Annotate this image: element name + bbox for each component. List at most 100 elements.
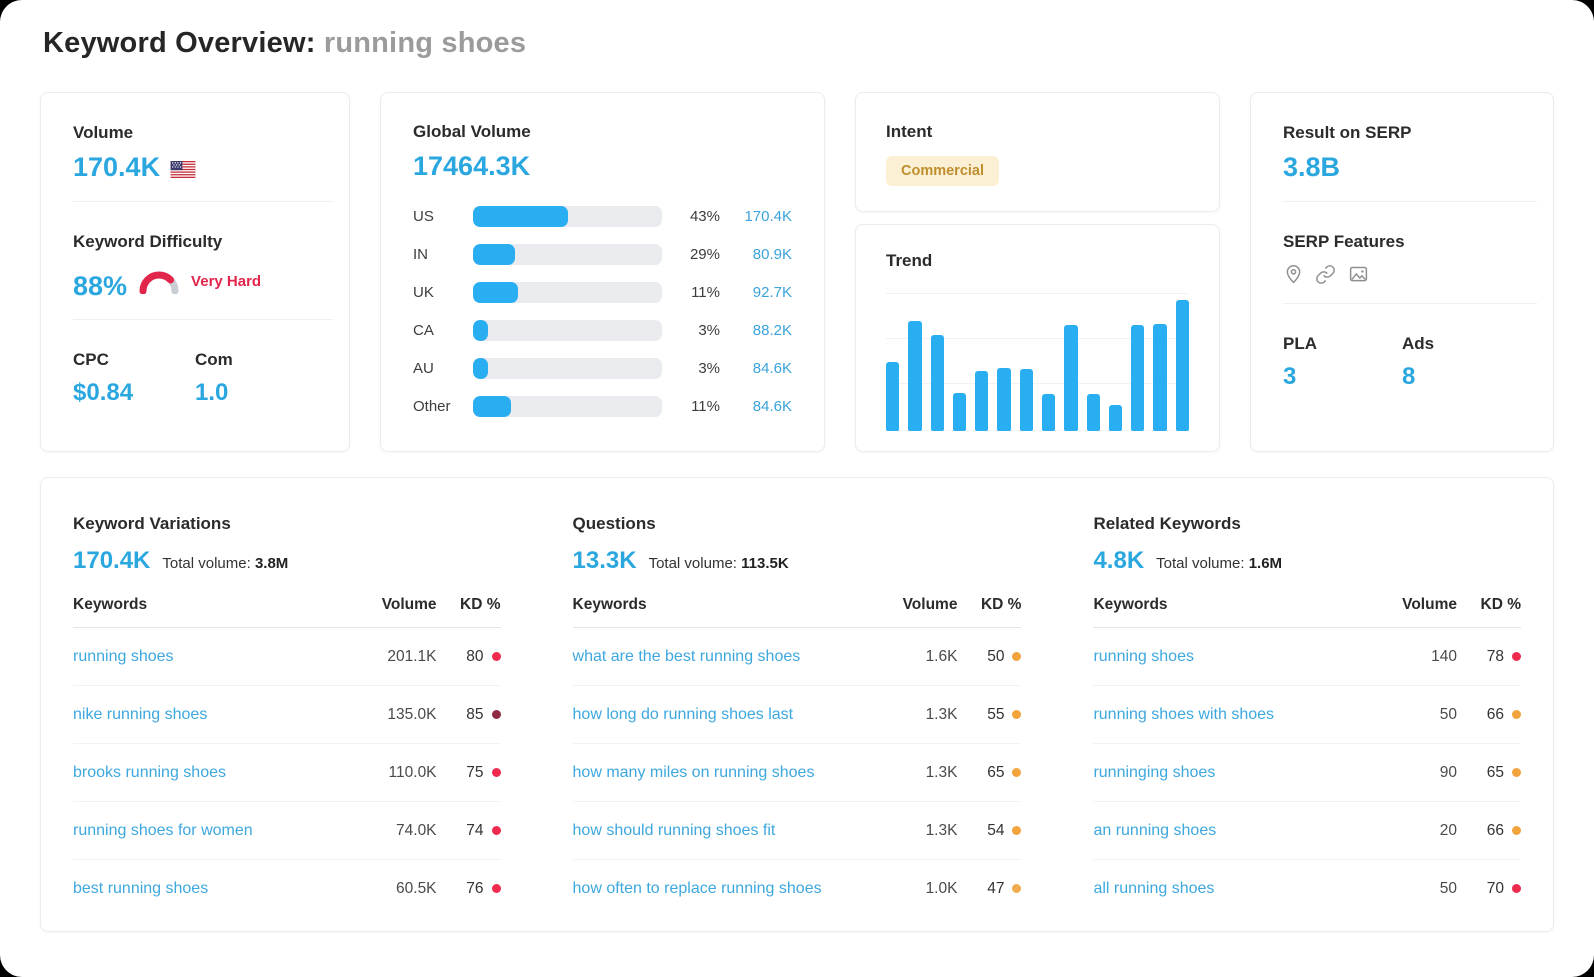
kd-dot (491, 768, 501, 778)
trend-card: Trend (855, 224, 1220, 452)
row-volume: 1.6K (925, 647, 958, 665)
keyword-link[interactable]: best running shoes (73, 879, 209, 897)
row-volume: 60.5K (396, 879, 437, 897)
trend-bar (908, 320, 922, 431)
trend-bar (1064, 324, 1078, 431)
kd-dot (491, 652, 501, 662)
link-icon (1316, 264, 1335, 284)
trend-bar (1131, 324, 1145, 431)
questions-count: 13.3K (572, 547, 637, 574)
row-volume: 201.1K (387, 647, 437, 665)
row-volume: 1.3K (925, 821, 958, 839)
volume-label: Volume (73, 123, 134, 142)
country-volume: 92.7K (752, 284, 792, 302)
pla-ads-section: PLA 3 Ads 8 (1251, 304, 1553, 390)
ads-block: Ads 8 (1402, 334, 1521, 390)
country-percent: 3% (698, 322, 720, 340)
kd-dot (491, 826, 501, 836)
keyword-difficulty-row: 88% Very Hard (73, 262, 317, 302)
row-volume: 1.0K (925, 879, 958, 897)
cpc-label: CPC (73, 350, 109, 370)
keyword-link[interactable]: brooks running shoes (73, 763, 226, 781)
questions-title: Questions (572, 514, 656, 533)
global-volume-list: US 43% 170.4K IN 29% 80.9K UK 11% 92.7K (413, 198, 792, 426)
global-volume-row: UK 11% 92.7K (413, 274, 792, 312)
kd-dot (1511, 652, 1521, 662)
keyword-link[interactable]: running shoes with shoes (1093, 705, 1275, 723)
global-volume-row: Other 11% 84.6K (413, 388, 792, 426)
keyword-link[interactable]: how long do running shoes last (572, 705, 794, 723)
keyword-link[interactable]: nike running shoes (73, 705, 208, 723)
keyword-link[interactable]: what are the best running shoes (572, 647, 801, 665)
volume-value: 170.4K (73, 152, 317, 183)
keyword-link[interactable]: how many miles on running shoes (572, 763, 815, 781)
country-label: US (413, 208, 434, 226)
global-volume-row: US 43% 170.4K (413, 198, 792, 236)
keyword-link[interactable]: an running shoes (1093, 821, 1217, 839)
related-keywords-title: Related Keywords (1093, 514, 1241, 533)
volume-bar-track (473, 396, 662, 418)
pla-label: PLA (1283, 333, 1317, 353)
row-volume: 1.3K (925, 763, 958, 781)
keyword-link[interactable]: running shoes (73, 647, 174, 665)
keyword-link[interactable]: running shoes (1093, 647, 1194, 665)
table-header: Keywords Volume KD % (73, 596, 501, 629)
questions-total: Total volume: 113.5K (648, 555, 789, 572)
intent-label: Intent (886, 122, 933, 141)
volume-bar-track (473, 358, 662, 380)
keyword-link[interactable]: all running shoes (1093, 879, 1215, 897)
col-kd: KD % (1480, 596, 1521, 614)
row-kd: 78 (1457, 648, 1521, 666)
volume-bar-fill (473, 244, 515, 266)
trend-bar (1041, 394, 1056, 431)
volume-bar-track (473, 244, 662, 266)
keyword-link[interactable]: how should running shoes fit (572, 821, 776, 839)
trend-bar (1153, 323, 1167, 431)
keyword-link[interactable]: how often to replace running shoes (572, 879, 822, 897)
row-kd: 65 (1457, 764, 1521, 782)
trend-bar (930, 335, 944, 431)
country-percent: 29% (689, 246, 720, 264)
serp-card: Result on SERP 3.8B SERP Features PLA 3 (1250, 92, 1554, 452)
keyword-variations-title: Keyword Variations (73, 514, 231, 533)
keyword-variations-section: Keyword Variations 170.4K Total volume: … (73, 514, 501, 931)
col-keywords: Keywords (1093, 596, 1168, 614)
intent-badge: Commercial (886, 156, 1000, 186)
kd-dot (1511, 884, 1521, 894)
trend-chart (886, 293, 1189, 431)
row-volume: 74.0K (396, 821, 437, 839)
com-value: 1.0 (195, 379, 229, 407)
volume-bar-track (473, 206, 662, 228)
trend-bar (1108, 404, 1123, 431)
keyword-difficulty-value: 88% (73, 270, 128, 301)
table-row: running shoes 201.1K 80 (73, 628, 501, 687)
table-row: how many miles on running shoes 1.3K 65 (572, 744, 1022, 803)
table-header: Keywords Volume KD % (1093, 596, 1521, 629)
us-flag-icon (170, 161, 196, 178)
keyword-link[interactable]: running shoes for women (73, 821, 253, 839)
volume-section: Volume 170.4K (41, 93, 349, 183)
pla-value: 3 (1283, 362, 1297, 390)
trend-bar (975, 370, 989, 431)
row-kd: 74 (437, 822, 501, 840)
table-row: how long do running shoes last 1.3K 55 (572, 686, 1022, 745)
global-volume-value: 17464.3K (413, 151, 531, 181)
table-row: running shoes with shoes 50 66 (1093, 686, 1521, 745)
row-kd: 76 (437, 880, 501, 898)
related-count: 4.8K (1093, 547, 1145, 574)
row-volume: 90 (1439, 763, 1457, 781)
trend-bar (997, 368, 1011, 431)
variations-total: Total volume: 3.8M (162, 555, 289, 572)
keyword-difficulty-section: Keyword Difficulty 88% Very Hard (41, 202, 349, 302)
country-percent: 11% (691, 398, 720, 416)
country-label: IN (413, 246, 428, 264)
row-volume: 140 (1431, 647, 1457, 665)
keyword-link[interactable]: runninging shoes (1093, 763, 1216, 781)
divider (1283, 200, 1537, 202)
questions-summary: 13.3K Total volume: 113.5K (572, 547, 1022, 574)
global-volume-row: IN 29% 80.9K (413, 236, 792, 274)
table-row: what are the best running shoes 1.6K 50 (572, 628, 1022, 687)
serp-features-label: SERP Features (1283, 231, 1405, 251)
table-row: runninging shoes 90 65 (1093, 744, 1521, 803)
